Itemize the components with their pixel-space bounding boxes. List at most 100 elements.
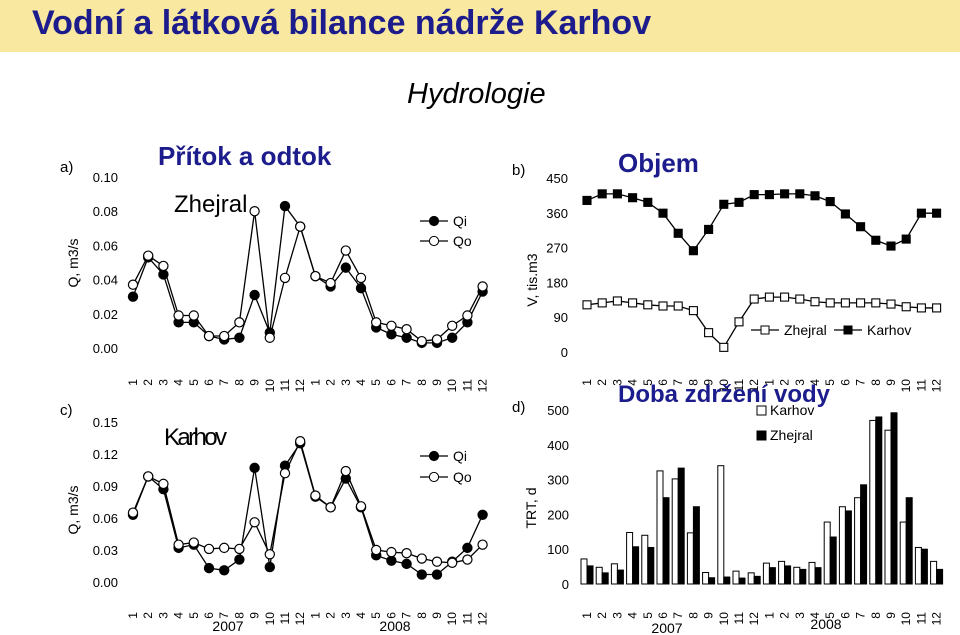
legend-marker bbox=[760, 325, 770, 335]
x-tick-label: 11 bbox=[460, 379, 474, 392]
chart-title: Objem bbox=[618, 148, 699, 178]
section-title: Hydrologie bbox=[407, 78, 546, 110]
legend-label: Qo bbox=[453, 233, 472, 249]
y-tick-label: 0.06 bbox=[93, 511, 118, 526]
data-point bbox=[279, 200, 291, 212]
x-tick-label: 7 bbox=[854, 379, 868, 386]
year-label: 2008 bbox=[379, 618, 410, 634]
data-point bbox=[173, 310, 184, 321]
data-point bbox=[447, 557, 458, 569]
bar bbox=[616, 569, 624, 585]
series-Karhov bbox=[582, 189, 942, 256]
x-tick-label: 10 bbox=[899, 612, 913, 626]
data-point bbox=[462, 310, 473, 321]
x-tick-label: 12 bbox=[747, 379, 761, 393]
chart-title: Přítok a odtok bbox=[158, 141, 332, 171]
bar bbox=[860, 484, 868, 585]
data-point bbox=[142, 250, 154, 261]
x-tick-label: 6 bbox=[384, 612, 398, 619]
bar bbox=[677, 467, 685, 585]
data-point bbox=[431, 334, 443, 345]
data-point bbox=[386, 555, 397, 566]
data-point bbox=[477, 539, 488, 550]
legend-item: Qo bbox=[420, 469, 472, 485]
bar bbox=[920, 548, 928, 585]
x-tick-label: 9 bbox=[702, 612, 716, 619]
data-point bbox=[932, 208, 942, 218]
x-tick-label: 12 bbox=[747, 612, 761, 626]
data-point bbox=[371, 317, 382, 328]
data-point bbox=[825, 197, 835, 207]
x-tick-label: 6 bbox=[202, 612, 216, 619]
legend-marker bbox=[756, 430, 767, 441]
data-point bbox=[401, 548, 412, 559]
x-tick-label: 10 bbox=[263, 379, 277, 393]
legend-marker bbox=[843, 325, 853, 335]
x-tick-label: 9 bbox=[248, 379, 262, 386]
data-point bbox=[658, 208, 668, 218]
x-tick-label: 11 bbox=[278, 612, 292, 625]
data-point bbox=[249, 462, 260, 474]
data-point bbox=[234, 554, 245, 565]
bar bbox=[717, 465, 725, 585]
data-point bbox=[780, 292, 790, 302]
x-tick-label: 12 bbox=[293, 379, 307, 393]
legend-item: Zhejral bbox=[756, 427, 813, 443]
legend-marker bbox=[428, 215, 440, 227]
data-point bbox=[871, 235, 881, 245]
y-tick-label: 0.09 bbox=[93, 479, 118, 494]
bar bbox=[768, 567, 776, 585]
data-point bbox=[158, 478, 169, 490]
data-point bbox=[764, 190, 774, 200]
x-tick-label: 2 bbox=[324, 379, 338, 386]
bar bbox=[610, 563, 618, 585]
data-point bbox=[264, 549, 275, 560]
bar bbox=[854, 497, 862, 585]
legend-label: Zhejral bbox=[770, 427, 813, 443]
legend-marker bbox=[756, 405, 767, 416]
bar bbox=[869, 419, 877, 585]
x-tick-label: 8 bbox=[686, 612, 700, 619]
x-tick-label: 8 bbox=[415, 379, 429, 386]
data-point bbox=[127, 291, 139, 302]
data-point bbox=[447, 332, 458, 343]
x-tick-label: 5 bbox=[641, 379, 655, 386]
title-band bbox=[0, 0, 960, 52]
x-tick-label: 4 bbox=[626, 612, 640, 619]
x-tick-label: 5 bbox=[369, 379, 383, 386]
y-tick-label: 0.04 bbox=[93, 273, 118, 288]
data-point bbox=[203, 543, 215, 555]
data-point bbox=[719, 199, 729, 209]
x-tick-label: 1 bbox=[126, 612, 140, 619]
data-point bbox=[673, 228, 683, 238]
x-tick-label: 2 bbox=[778, 379, 792, 386]
data-point bbox=[340, 465, 351, 477]
data-point bbox=[704, 224, 714, 234]
x-tick-label: 6 bbox=[384, 379, 398, 386]
x-tick-label: 6 bbox=[838, 379, 852, 386]
x-tick-label: 9 bbox=[430, 379, 444, 386]
y-tick-label: 0 bbox=[562, 577, 569, 592]
x-tick-label: 12 bbox=[293, 612, 307, 626]
panel-label: b) bbox=[512, 162, 525, 179]
x-tick-label: 2 bbox=[324, 612, 338, 619]
x-tick-label: 1 bbox=[126, 379, 140, 386]
x-tick-label: 2 bbox=[141, 379, 155, 386]
y-tick-label: 180 bbox=[546, 275, 568, 290]
bar bbox=[671, 478, 679, 585]
bar bbox=[632, 546, 640, 585]
y-tick-label: 450 bbox=[546, 171, 568, 186]
bar bbox=[762, 562, 770, 585]
chart-inner-label: Karhov bbox=[164, 424, 227, 451]
data-point bbox=[795, 294, 805, 304]
data-point bbox=[355, 272, 367, 284]
data-point bbox=[371, 544, 382, 556]
x-tick-label: 8 bbox=[869, 379, 883, 386]
data-point bbox=[582, 195, 592, 205]
data-point bbox=[856, 298, 866, 308]
y-tick-label: 0.06 bbox=[93, 238, 118, 253]
series-line bbox=[132, 204, 484, 344]
y-tick-label: 0.00 bbox=[93, 575, 118, 590]
